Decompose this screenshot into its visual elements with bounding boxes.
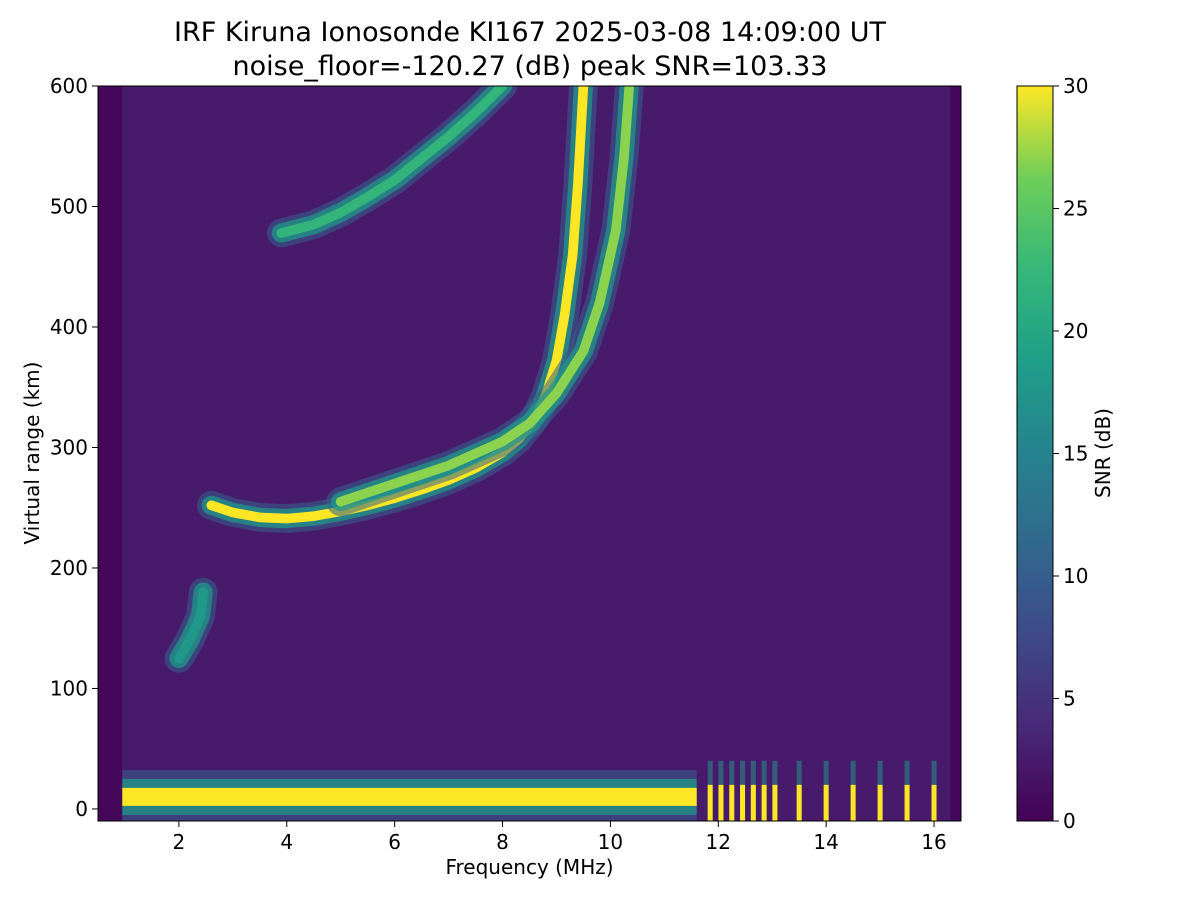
y-tick-label: 200 <box>50 556 88 580</box>
x-tick-label: 14 <box>813 830 838 854</box>
x-tick-label: 16 <box>921 830 946 854</box>
plot-frame <box>97 85 962 822</box>
y-tick-label: 0 <box>75 797 88 821</box>
colorbar-tick-label: 15 <box>1063 442 1088 466</box>
x-tick-label: 10 <box>598 830 623 854</box>
x-tick-label: 8 <box>496 830 509 854</box>
interference-line-core <box>750 784 756 821</box>
y-tick-label: 500 <box>50 194 88 218</box>
y-tick-label: 300 <box>50 435 88 459</box>
chart-title: IRF Kiruna Ionosonde KI167 2025-03-08 14… <box>173 17 887 48</box>
y-tick-label: 600 <box>50 74 88 98</box>
colorbar-tick-label: 5 <box>1063 687 1076 711</box>
colorbar-tick-label: 30 <box>1063 74 1088 98</box>
y-tick-label: 100 <box>50 676 88 700</box>
interference-line-core <box>740 784 746 821</box>
interference-line-core <box>877 784 883 821</box>
y-tick-label: 400 <box>50 315 88 339</box>
interference-line-core <box>772 784 778 821</box>
echo-trace <box>174 587 208 664</box>
colorbar-tick-label: 10 <box>1063 564 1088 588</box>
x-tick-label: 6 <box>388 830 401 854</box>
interference-line-core <box>823 784 829 821</box>
x-axis-label: Frequency (MHz) <box>445 855 614 879</box>
chart-subtitle: noise_floor=-120.27 (dB) peak SNR=103.33 <box>232 51 828 82</box>
interference-line-core <box>904 784 910 821</box>
colorbar-label: SNR (dB) <box>1091 408 1115 498</box>
interference-line-core <box>718 784 724 821</box>
colorbar-tick-label: 20 <box>1063 319 1088 343</box>
interference-line-core <box>761 784 767 821</box>
x-tick-label: 2 <box>173 830 186 854</box>
echo-trace <box>335 86 635 507</box>
interference-line-core <box>707 784 713 821</box>
echo-trace <box>276 86 508 238</box>
colorbar-tick-label: 0 <box>1063 809 1076 833</box>
x-tick-label: 12 <box>706 830 731 854</box>
interference-line-core <box>931 784 937 821</box>
interference-line-core <box>850 784 856 821</box>
y-axis-label: Virtual range (km) <box>20 361 44 545</box>
heatmap-sweep-band <box>122 86 951 821</box>
interference-line-core <box>796 784 802 821</box>
colorbar <box>1016 85 1054 822</box>
colorbar-tick-label: 25 <box>1063 197 1088 221</box>
x-tick-label: 4 <box>280 830 293 854</box>
interference-line-core <box>729 784 735 821</box>
